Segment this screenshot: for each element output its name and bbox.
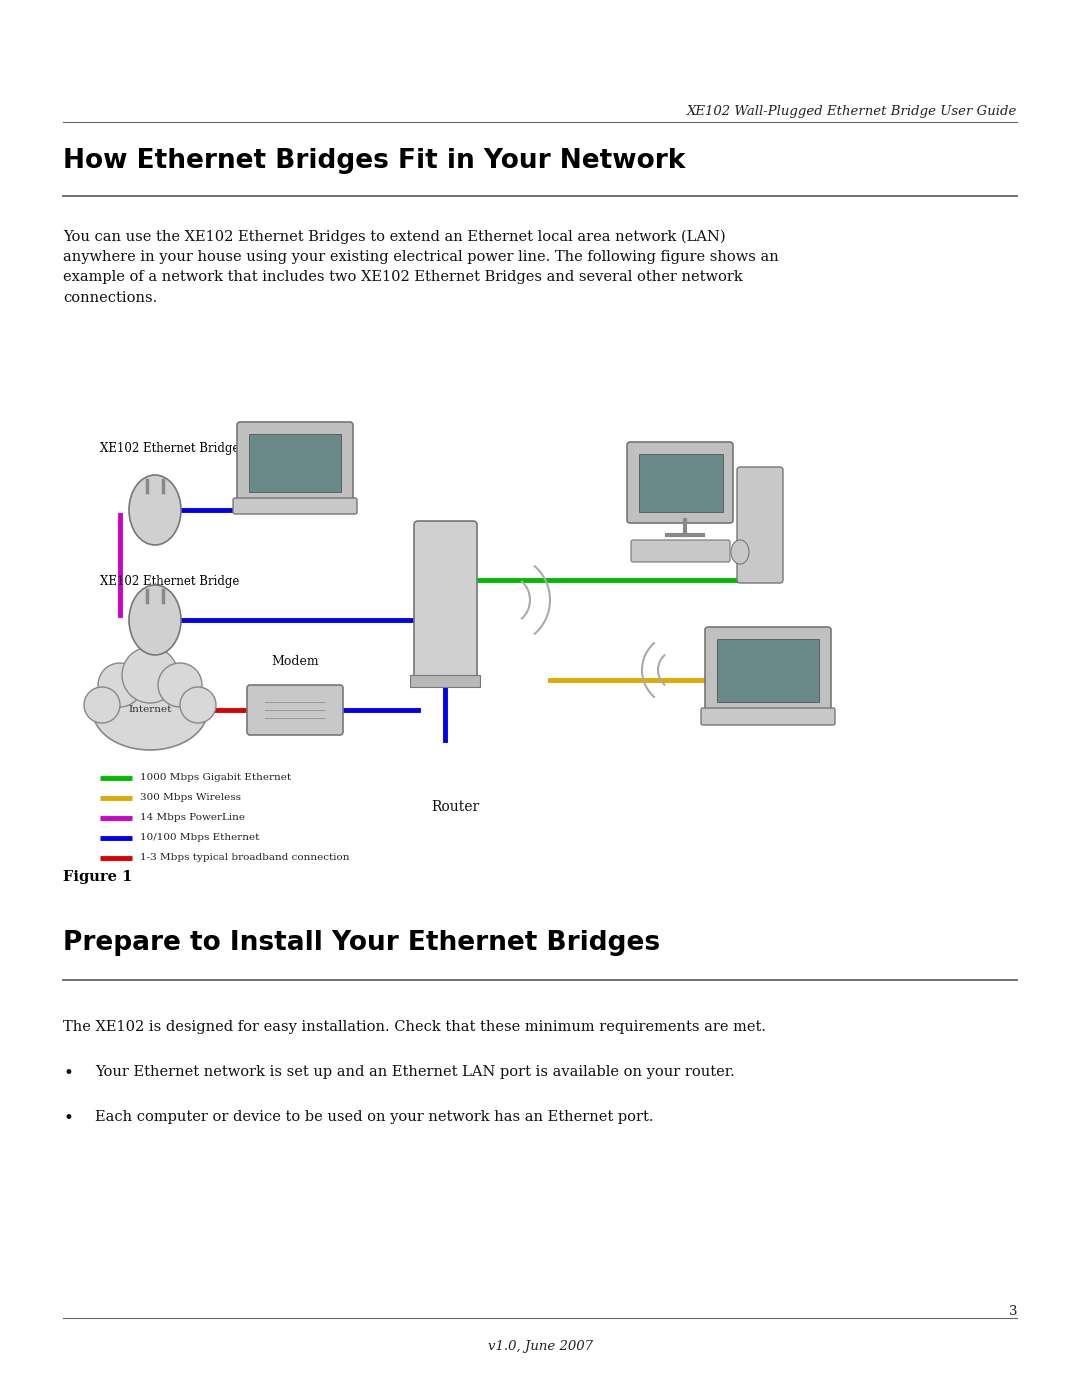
Text: Figure 1: Figure 1 bbox=[63, 870, 133, 884]
FancyBboxPatch shape bbox=[627, 441, 733, 522]
Text: 10/100 Mbps Ethernet: 10/100 Mbps Ethernet bbox=[140, 834, 259, 842]
Text: •: • bbox=[63, 1111, 72, 1127]
Text: 1000 Mbps Gigabit Ethernet: 1000 Mbps Gigabit Ethernet bbox=[140, 774, 292, 782]
Text: Router: Router bbox=[431, 800, 480, 814]
FancyBboxPatch shape bbox=[701, 708, 835, 725]
Bar bbox=[717, 638, 819, 703]
Bar bbox=[639, 454, 723, 511]
FancyBboxPatch shape bbox=[631, 541, 730, 562]
Text: •: • bbox=[63, 1065, 72, 1083]
FancyBboxPatch shape bbox=[414, 521, 477, 679]
Text: XE102 Ethernet Bridge: XE102 Ethernet Bridge bbox=[100, 576, 240, 588]
Text: Each computer or device to be used on your network has an Ethernet port.: Each computer or device to be used on yo… bbox=[95, 1111, 653, 1125]
FancyBboxPatch shape bbox=[737, 467, 783, 583]
FancyBboxPatch shape bbox=[237, 422, 353, 503]
Text: XE102 Wall-Plugged Ethernet Bridge User Guide: XE102 Wall-Plugged Ethernet Bridge User … bbox=[687, 105, 1017, 117]
Text: XE102 Ethernet Bridge: XE102 Ethernet Bridge bbox=[100, 441, 240, 455]
Circle shape bbox=[98, 664, 141, 707]
Ellipse shape bbox=[731, 541, 750, 564]
Text: 14 Mbps PowerLine: 14 Mbps PowerLine bbox=[140, 813, 245, 823]
Ellipse shape bbox=[129, 585, 181, 655]
Bar bbox=[249, 434, 341, 492]
Bar bbox=[410, 675, 480, 687]
FancyBboxPatch shape bbox=[705, 627, 831, 712]
Ellipse shape bbox=[129, 475, 181, 545]
Text: 300 Mbps Wireless: 300 Mbps Wireless bbox=[140, 793, 241, 802]
FancyBboxPatch shape bbox=[247, 685, 343, 735]
Ellipse shape bbox=[93, 671, 207, 750]
Text: 3: 3 bbox=[1009, 1305, 1017, 1317]
FancyBboxPatch shape bbox=[233, 497, 357, 514]
Text: 1-3 Mbps typical broadband connection: 1-3 Mbps typical broadband connection bbox=[140, 854, 350, 862]
Text: Internet: Internet bbox=[129, 705, 172, 714]
Circle shape bbox=[122, 647, 178, 703]
Text: You can use the XE102 Ethernet Bridges to extend an Ethernet local area network : You can use the XE102 Ethernet Bridges t… bbox=[63, 231, 779, 305]
Text: How Ethernet Bridges Fit in Your Network: How Ethernet Bridges Fit in Your Network bbox=[63, 148, 686, 175]
Circle shape bbox=[180, 687, 216, 724]
Circle shape bbox=[158, 664, 202, 707]
Text: Prepare to Install Your Ethernet Bridges: Prepare to Install Your Ethernet Bridges bbox=[63, 930, 660, 956]
Text: v1.0, June 2007: v1.0, June 2007 bbox=[487, 1340, 593, 1354]
Circle shape bbox=[84, 687, 120, 724]
Text: Your Ethernet network is set up and an Ethernet LAN port is available on your ro: Your Ethernet network is set up and an E… bbox=[95, 1065, 734, 1078]
Text: Modem: Modem bbox=[271, 655, 319, 668]
Text: The XE102 is designed for easy installation. Check that these minimum requiremen: The XE102 is designed for easy installat… bbox=[63, 1020, 766, 1034]
